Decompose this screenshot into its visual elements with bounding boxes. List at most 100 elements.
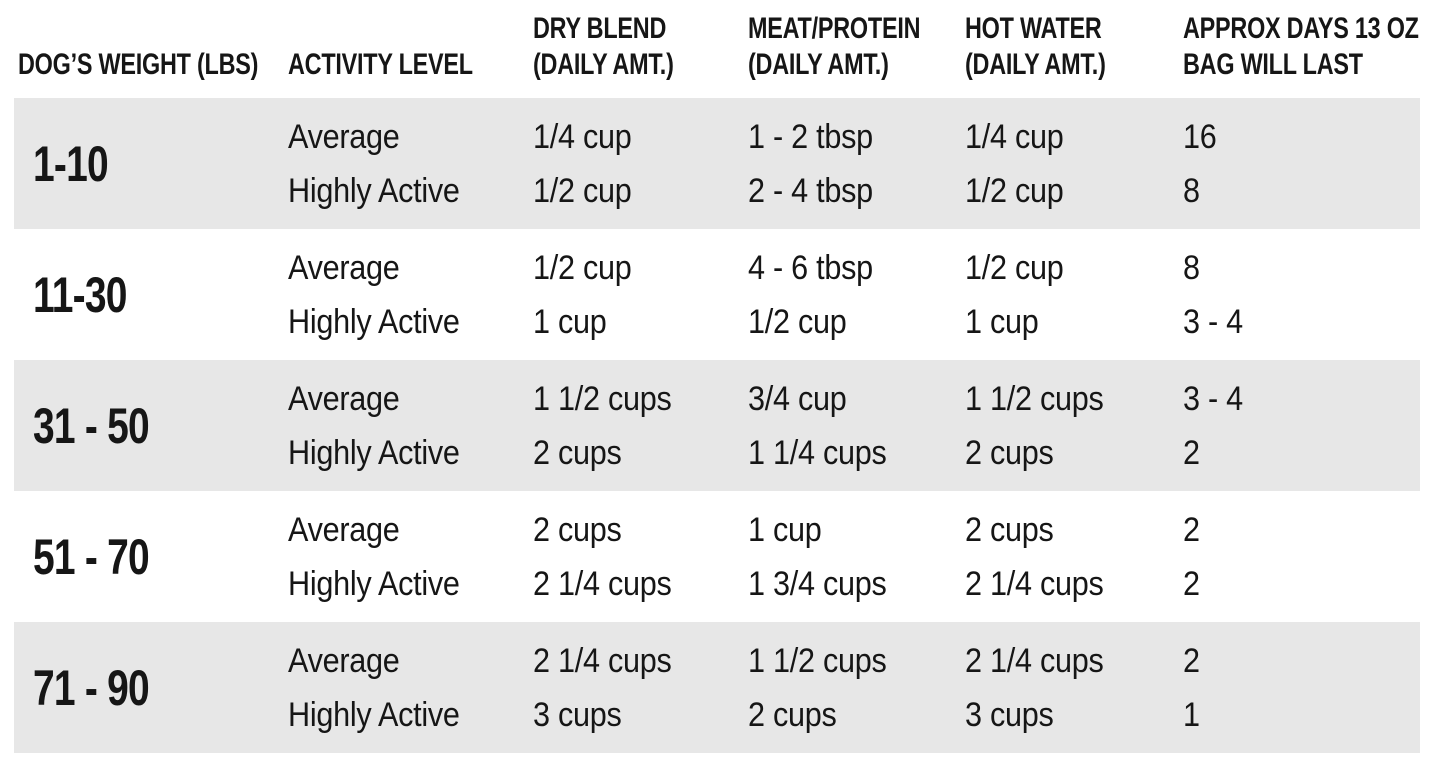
activity-level-value: Highly Active bbox=[288, 434, 460, 472]
column-header-line: BAG WILL LAST bbox=[1183, 48, 1363, 81]
activity-level-value: Highly Active bbox=[288, 172, 460, 210]
meat-protein-value: 2 cups bbox=[748, 696, 837, 734]
dry-blend-value: 1/2 cup bbox=[533, 249, 632, 287]
activity-level-value: Highly Active bbox=[288, 696, 460, 734]
meat-protein-cell: 1 - 2 tbsp 2 - 4 tbsp bbox=[748, 98, 965, 229]
days-bag-lasts-value: 1 bbox=[1183, 696, 1200, 734]
meat-protein-cell: 4 - 6 tbsp 1/2 cup bbox=[748, 229, 965, 360]
weight-range-value: 71 - 90 bbox=[33, 659, 150, 716]
column-header-hot-water: HOT WATER (DAILY AMT.) bbox=[965, 0, 1183, 98]
days-bag-lasts-cell: 8 3 - 4 bbox=[1183, 229, 1432, 360]
hot-water-value: 1 1/2 cups bbox=[965, 380, 1104, 418]
dry-blend-cell: 1/2 cup 1 cup bbox=[533, 229, 748, 360]
dry-blend-value: 1/2 cup bbox=[533, 172, 632, 210]
column-header-approx-days: APPROX DAYS 13 OZ BAG WILL LAST bbox=[1183, 0, 1432, 98]
table-row: 1-10 Average Highly Active 1/4 cup 1/2 c… bbox=[0, 98, 1432, 229]
meat-protein-value: 1 1/4 cups bbox=[748, 434, 887, 472]
activity-level-cell: Average Highly Active bbox=[288, 622, 533, 753]
meat-protein-cell: 3/4 cup 1 1/4 cups bbox=[748, 360, 965, 491]
activity-level-value: Average bbox=[288, 118, 400, 156]
hot-water-value: 1/2 cup bbox=[965, 249, 1064, 287]
column-header-line: ACTIVITY LEVEL bbox=[288, 48, 473, 81]
hot-water-value: 3 cups bbox=[965, 696, 1054, 734]
dry-blend-value: 1 1/2 cups bbox=[533, 380, 672, 418]
activity-level-cell: Average Highly Active bbox=[288, 360, 533, 491]
weight-range-value: 11-30 bbox=[33, 266, 127, 323]
meat-protein-value: 1 cup bbox=[748, 511, 822, 549]
hot-water-value: 2 1/4 cups bbox=[965, 642, 1104, 680]
days-bag-lasts-value: 8 bbox=[1183, 249, 1200, 287]
days-bag-lasts-value: 8 bbox=[1183, 172, 1200, 210]
meat-protein-cell: 1 1/2 cups 2 cups bbox=[748, 622, 965, 753]
meat-protein-value: 1 - 2 tbsp bbox=[748, 118, 873, 156]
dry-blend-value: 2 1/4 cups bbox=[533, 642, 672, 680]
dry-blend-cell: 2 1/4 cups 3 cups bbox=[533, 622, 748, 753]
meat-protein-value: 1 1/2 cups bbox=[748, 642, 887, 680]
days-bag-lasts-value: 2 bbox=[1183, 511, 1200, 549]
column-header-activity-level: ACTIVITY LEVEL bbox=[288, 0, 533, 98]
dry-blend-value: 2 1/4 cups bbox=[533, 565, 672, 603]
table-body: 1-10 Average Highly Active 1/4 cup 1/2 c… bbox=[0, 98, 1432, 753]
weight-range-cell: 1-10 bbox=[0, 98, 288, 229]
column-header-dry-blend: DRY BLEND (DAILY AMT.) bbox=[533, 0, 748, 98]
meat-protein-value: 3/4 cup bbox=[748, 380, 847, 418]
hot-water-cell: 1 1/2 cups 2 cups bbox=[965, 360, 1183, 491]
weight-range-cell: 11-30 bbox=[0, 229, 288, 360]
column-header-meat-protein: MEAT/PROTEIN (DAILY AMT.) bbox=[748, 0, 965, 98]
dry-blend-value: 1/4 cup bbox=[533, 118, 632, 156]
weight-range-cell: 31 - 50 bbox=[0, 360, 288, 491]
days-bag-lasts-cell: 3 - 4 2 bbox=[1183, 360, 1432, 491]
hot-water-value: 1 cup bbox=[965, 303, 1039, 341]
meat-protein-value: 1 3/4 cups bbox=[748, 565, 887, 603]
hot-water-value: 2 1/4 cups bbox=[965, 565, 1104, 603]
dry-blend-value: 3 cups bbox=[533, 696, 622, 734]
activity-level-value: Average bbox=[288, 380, 400, 418]
days-bag-lasts-value: 3 - 4 bbox=[1183, 380, 1243, 418]
meat-protein-value: 2 - 4 tbsp bbox=[748, 172, 873, 210]
activity-level-value: Highly Active bbox=[288, 303, 460, 341]
column-header-line: (DAILY AMT.) bbox=[965, 48, 1106, 81]
dry-blend-cell: 2 cups 2 1/4 cups bbox=[533, 491, 748, 622]
days-bag-lasts-value: 2 bbox=[1183, 565, 1200, 603]
days-bag-lasts-value: 16 bbox=[1183, 118, 1217, 156]
hot-water-value: 2 cups bbox=[965, 511, 1054, 549]
hot-water-cell: 2 cups 2 1/4 cups bbox=[965, 491, 1183, 622]
column-header-line: APPROX DAYS 13 OZ bbox=[1183, 12, 1419, 45]
activity-level-cell: Average Highly Active bbox=[288, 229, 533, 360]
column-header-line: HOT WATER bbox=[965, 12, 1102, 45]
activity-level-cell: Average Highly Active bbox=[288, 491, 533, 622]
meat-protein-value: 1/2 cup bbox=[748, 303, 847, 341]
activity-level-cell: Average Highly Active bbox=[288, 98, 533, 229]
column-header-dogs-weight: DOG’S WEIGHT (LBS) bbox=[0, 0, 288, 98]
hot-water-cell: 2 1/4 cups 3 cups bbox=[965, 622, 1183, 753]
days-bag-lasts-cell: 16 8 bbox=[1183, 98, 1432, 229]
table-row: 71 - 90 Average Highly Active 2 1/4 cups… bbox=[0, 622, 1432, 753]
dry-blend-value: 1 cup bbox=[533, 303, 607, 341]
hot-water-cell: 1/4 cup 1/2 cup bbox=[965, 98, 1183, 229]
table-row: 31 - 50 Average Highly Active 1 1/2 cups… bbox=[0, 360, 1432, 491]
days-bag-lasts-cell: 2 1 bbox=[1183, 622, 1432, 753]
column-header-line: DOG’S WEIGHT (LBS) bbox=[18, 48, 259, 81]
hot-water-value: 1/4 cup bbox=[965, 118, 1064, 156]
meat-protein-cell: 1 cup 1 3/4 cups bbox=[748, 491, 965, 622]
days-bag-lasts-value: 2 bbox=[1183, 434, 1200, 472]
column-header-line: (DAILY AMT.) bbox=[533, 48, 674, 81]
weight-range-value: 31 - 50 bbox=[33, 397, 150, 454]
column-header-line: (DAILY AMT.) bbox=[748, 48, 889, 81]
weight-range-value: 1-10 bbox=[33, 135, 109, 192]
weight-range-value: 51 - 70 bbox=[33, 528, 150, 585]
days-bag-lasts-cell: 2 2 bbox=[1183, 491, 1432, 622]
table-row: 11-30 Average Highly Active 1/2 cup 1 cu… bbox=[0, 229, 1432, 360]
hot-water-value: 2 cups bbox=[965, 434, 1054, 472]
hot-water-value: 1/2 cup bbox=[965, 172, 1064, 210]
days-bag-lasts-value: 2 bbox=[1183, 642, 1200, 680]
activity-level-value: Highly Active bbox=[288, 565, 460, 603]
dry-blend-cell: 1 1/2 cups 2 cups bbox=[533, 360, 748, 491]
column-header-line: MEAT/PROTEIN bbox=[748, 12, 921, 45]
dry-blend-value: 2 cups bbox=[533, 511, 622, 549]
weight-range-cell: 71 - 90 bbox=[0, 622, 288, 753]
table-header: DOG’S WEIGHT (LBS) ACTIVITY LEVEL DRY BL… bbox=[0, 0, 1432, 98]
dry-blend-cell: 1/4 cup 1/2 cup bbox=[533, 98, 748, 229]
activity-level-value: Average bbox=[288, 511, 400, 549]
meat-protein-value: 4 - 6 tbsp bbox=[748, 249, 873, 287]
